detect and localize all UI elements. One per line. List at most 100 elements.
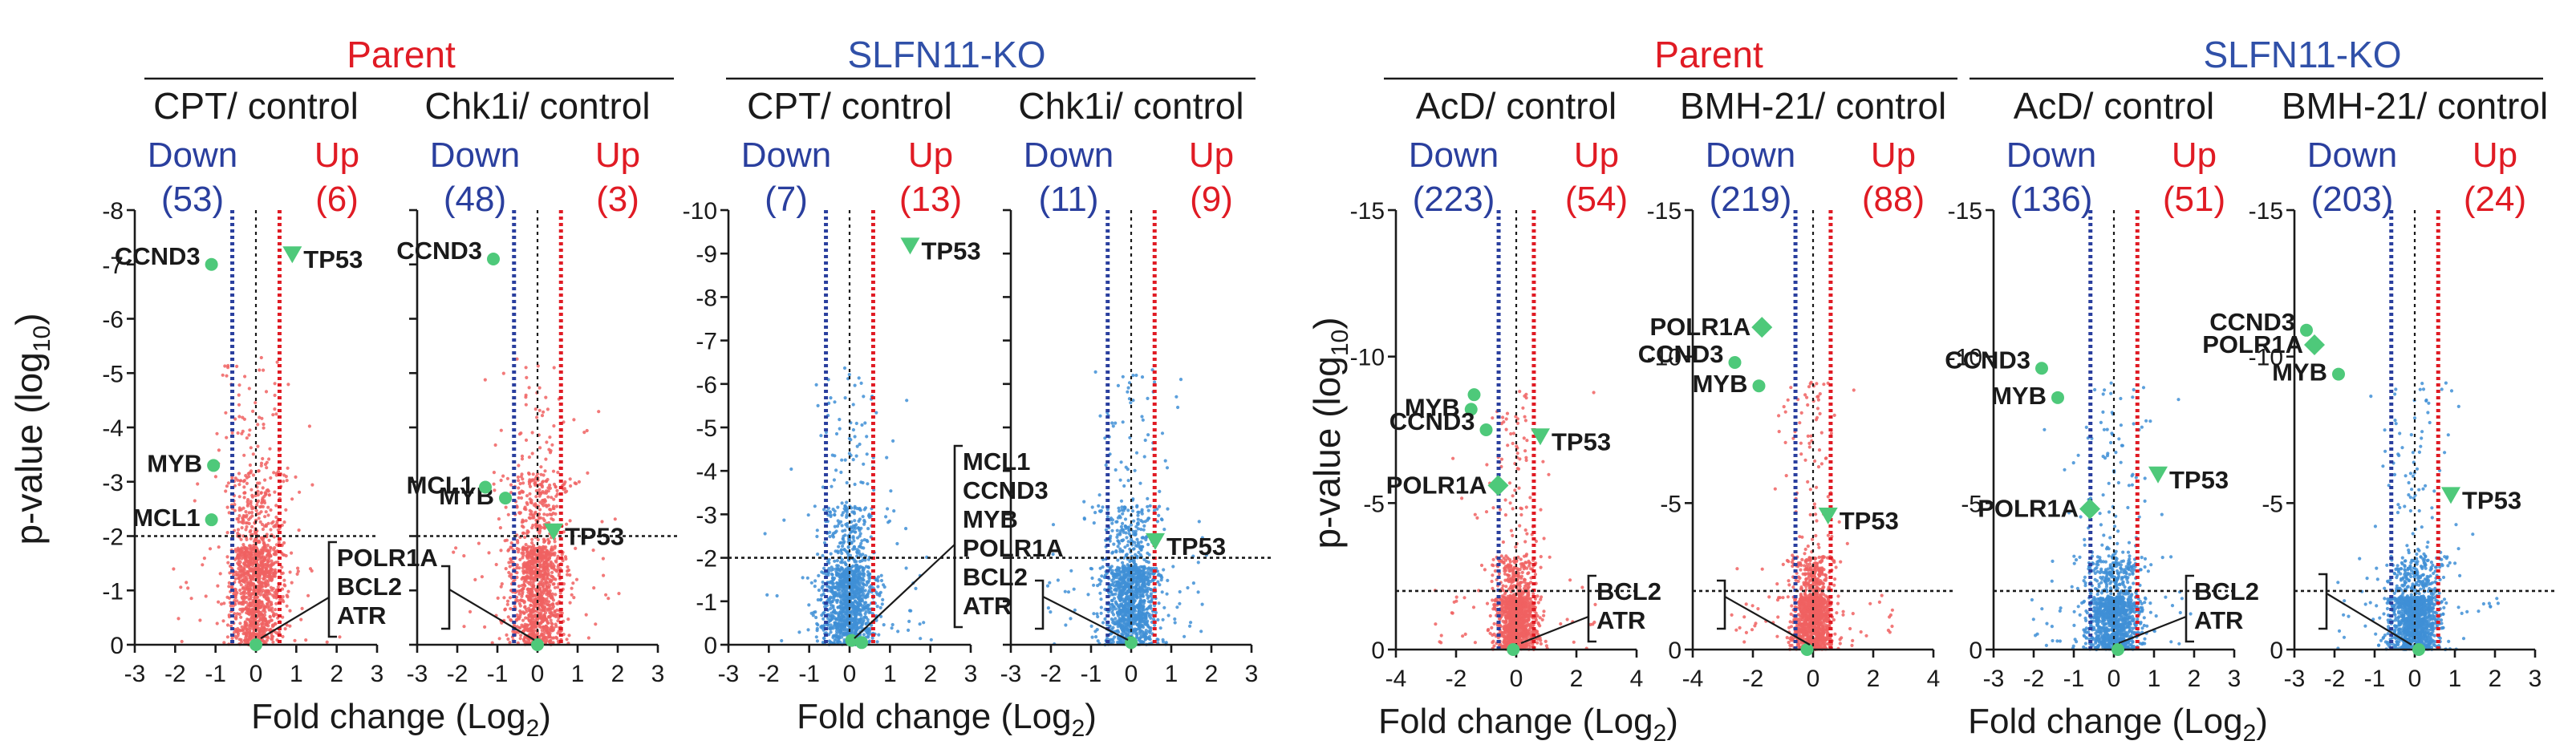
data-point: [862, 508, 866, 512]
data-point: [473, 577, 477, 582]
data-point: [1146, 542, 1150, 547]
data-point: [272, 595, 276, 599]
data-point: [246, 603, 250, 607]
data-point: [1110, 421, 1114, 425]
data-point: [560, 553, 564, 557]
data-point: [248, 633, 252, 637]
data-point: [875, 640, 879, 644]
data-point: [859, 381, 863, 385]
data-point: [586, 636, 591, 640]
data-point: [860, 573, 865, 577]
data-point: [276, 469, 281, 474]
data-point: [1126, 540, 1130, 544]
data-point: [529, 603, 533, 607]
data-point: [601, 557, 606, 561]
data-point: [501, 474, 505, 478]
data-point: [572, 418, 576, 422]
data-point: [539, 472, 543, 476]
data-point: [517, 479, 521, 483]
data-point: [242, 453, 246, 457]
data-point: [1146, 496, 1150, 501]
data-point: [325, 640, 329, 644]
data-point: [858, 576, 862, 580]
data-point: [257, 469, 261, 473]
data-point: [237, 566, 241, 571]
data-point: [896, 630, 900, 634]
data-point: [282, 473, 286, 477]
data-point: [842, 507, 846, 511]
data-point: [263, 590, 267, 594]
data-point: [1165, 466, 1170, 470]
data-point: [1135, 545, 1139, 549]
data-point: [831, 613, 835, 618]
data-point: [844, 581, 848, 585]
data-point: [520, 524, 525, 528]
data-point: [237, 520, 241, 524]
data-point: [1090, 635, 1094, 639]
data-point: [854, 421, 858, 426]
data-point: [226, 481, 230, 485]
data-point: [838, 581, 842, 585]
data-point: [1153, 623, 1157, 627]
data-point: [1146, 567, 1150, 571]
data-point: [1153, 380, 1157, 384]
data-point: [546, 407, 550, 411]
data-point: [553, 551, 557, 555]
data-point: [245, 585, 250, 589]
data-point: [543, 571, 547, 575]
data-point: [505, 633, 509, 638]
data-point: [244, 547, 249, 551]
data-point: [503, 607, 508, 611]
data-point: [550, 548, 555, 552]
data-point: [849, 438, 853, 442]
data-point: [249, 501, 253, 506]
data-point: [840, 501, 844, 505]
data-point: [266, 560, 270, 565]
data-point: [851, 622, 855, 627]
data-point: [282, 553, 286, 557]
data-point: [271, 413, 275, 417]
data-point: [1143, 438, 1147, 443]
data-point: [493, 443, 497, 447]
data-point: [1097, 577, 1101, 582]
data-point: [542, 518, 546, 523]
data-point: [1118, 532, 1122, 536]
data-point: [285, 604, 289, 608]
data-point: [230, 585, 234, 589]
data-point: [848, 602, 852, 606]
data-point: [1136, 517, 1140, 521]
data-point: [852, 617, 856, 621]
data-point: [854, 595, 858, 599]
data-point: [566, 569, 570, 573]
data-point: [1069, 569, 1073, 573]
data-point: [577, 480, 582, 484]
data-point: [875, 593, 879, 597]
data-point: [863, 605, 867, 610]
data-point: [1158, 504, 1162, 508]
data-point: [180, 639, 184, 644]
data-point: [1166, 613, 1170, 617]
data-point: [1119, 499, 1124, 503]
data-point: [261, 486, 265, 490]
data-point: [525, 494, 529, 498]
data-point: [807, 603, 811, 607]
data-point: [904, 566, 908, 570]
data-point: [841, 575, 845, 579]
data-point: [833, 513, 837, 517]
data-point: [1105, 515, 1110, 519]
data-point: [826, 560, 830, 564]
data-point: [1112, 605, 1116, 609]
data-point: [1125, 536, 1129, 540]
data-point: [270, 577, 274, 581]
data-point: [264, 566, 268, 571]
data-point: [554, 560, 558, 564]
data-point: [538, 408, 542, 412]
data-point: [254, 401, 258, 405]
data-point: [858, 590, 862, 594]
data-point: [539, 569, 543, 574]
data-point: [296, 569, 300, 573]
data-point: [532, 614, 537, 619]
data-point: [238, 588, 242, 593]
data-point: [250, 514, 254, 518]
data-point: [1188, 624, 1192, 628]
